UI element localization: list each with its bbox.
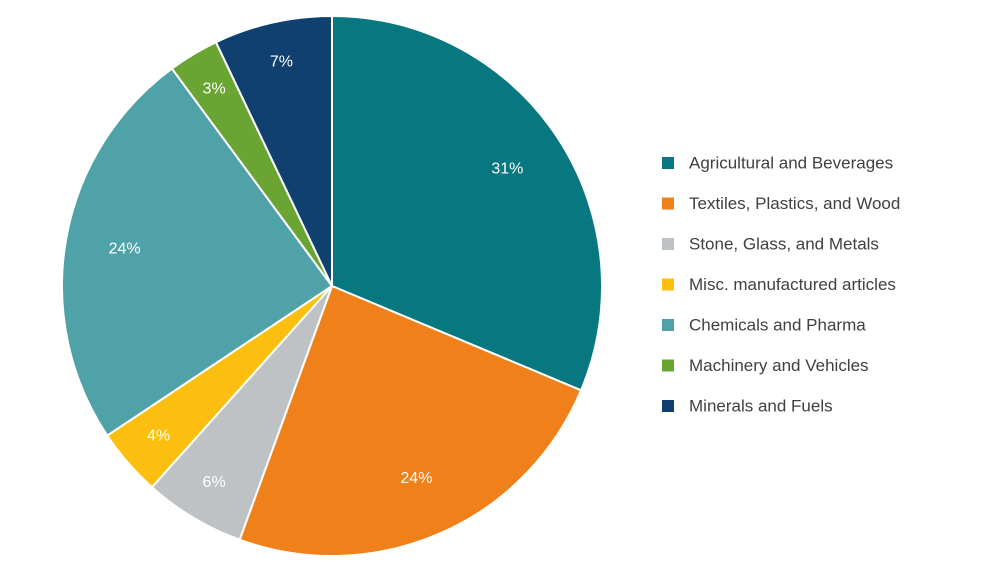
legend-swatch bbox=[662, 278, 674, 291]
legend-label: Machinery and Vehicles bbox=[689, 356, 869, 375]
pie-slice bbox=[331, 14, 603, 392]
legend-swatch bbox=[662, 400, 674, 412]
pie-slices bbox=[61, 14, 603, 557]
pie-slice bbox=[214, 14, 333, 287]
legend-swatch bbox=[662, 319, 674, 331]
data-label: 4% bbox=[147, 428, 170, 445]
legend-label: Stone, Glass, and Metals bbox=[689, 234, 879, 253]
data-label: 24% bbox=[400, 470, 432, 487]
data-label: 6% bbox=[203, 474, 226, 491]
legend-label: Minerals and Fuels bbox=[689, 396, 833, 415]
legend-swatch bbox=[662, 157, 674, 169]
data-label: 24% bbox=[109, 241, 141, 258]
legend-label: Agricultural and Beverages bbox=[689, 153, 893, 172]
pie-slice bbox=[61, 67, 334, 437]
legend-label: Misc. manufactured articles bbox=[689, 275, 896, 294]
legend-swatch bbox=[662, 197, 674, 210]
legend-swatch bbox=[662, 359, 674, 372]
data-label: 7% bbox=[270, 53, 293, 70]
data-label: 31% bbox=[491, 161, 523, 178]
pie-slice bbox=[238, 284, 583, 557]
legend-label: Chemicals and Pharma bbox=[689, 315, 866, 334]
legend: Agricultural and Beverages Textiles, Plas… bbox=[662, 153, 900, 415]
legend-label: Textiles, Plastics, and Wood bbox=[689, 194, 900, 213]
data-labels: 31% 24% 6% 4% 24% 3% 7% bbox=[109, 53, 524, 491]
legend-swatch bbox=[662, 238, 674, 250]
data-label: 3% bbox=[203, 80, 226, 97]
